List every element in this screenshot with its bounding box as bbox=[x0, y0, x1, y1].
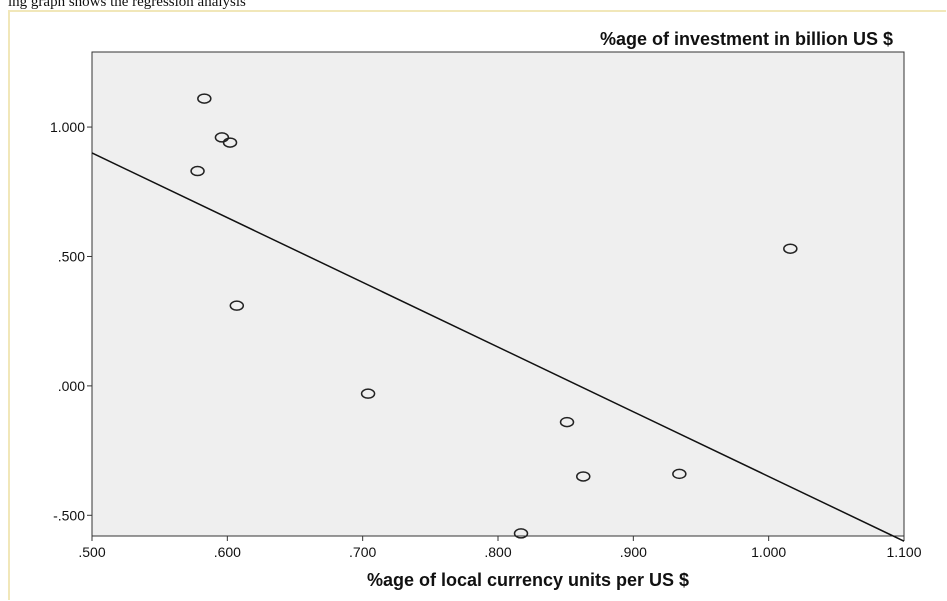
data-points bbox=[190, 93, 798, 539]
x-tick-label: 1.100 bbox=[886, 544, 921, 560]
y-tick-label: -.500 bbox=[53, 507, 85, 523]
chart-title: %age of investment in billion US $ bbox=[600, 29, 893, 49]
page-caption: ing graph shows the regression analysis bbox=[8, 0, 246, 10]
x-tick-label: .900 bbox=[620, 544, 647, 560]
data-point bbox=[360, 388, 376, 399]
y-tick-label: .500 bbox=[58, 248, 85, 264]
data-point bbox=[190, 165, 205, 177]
x-tick-label: 1.000 bbox=[751, 544, 786, 560]
y-tick-label: 1.000 bbox=[50, 119, 85, 135]
data-point bbox=[513, 528, 529, 539]
y-axis: -.500 .000 .500 1.000 bbox=[50, 119, 92, 523]
x-tick-label: .600 bbox=[214, 544, 241, 560]
x-tick-label: .700 bbox=[349, 544, 376, 560]
data-point bbox=[222, 137, 238, 148]
x-tick-label: .800 bbox=[484, 544, 511, 560]
data-point bbox=[672, 468, 687, 480]
data-point bbox=[214, 132, 230, 143]
data-point bbox=[576, 471, 591, 482]
regression-line bbox=[91, 152, 905, 542]
data-point bbox=[197, 93, 212, 104]
data-point bbox=[229, 300, 245, 311]
plot-area bbox=[91, 51, 905, 537]
x-tick-label: .500 bbox=[78, 544, 105, 560]
data-point bbox=[783, 243, 798, 254]
x-axis: .500 .600 .700 .800 .900 1.000 1.100 bbox=[78, 536, 922, 560]
x-axis-title: %age of local currency units per US $ bbox=[367, 570, 689, 590]
data-point bbox=[559, 416, 575, 428]
y-tick-label: .000 bbox=[58, 378, 85, 394]
